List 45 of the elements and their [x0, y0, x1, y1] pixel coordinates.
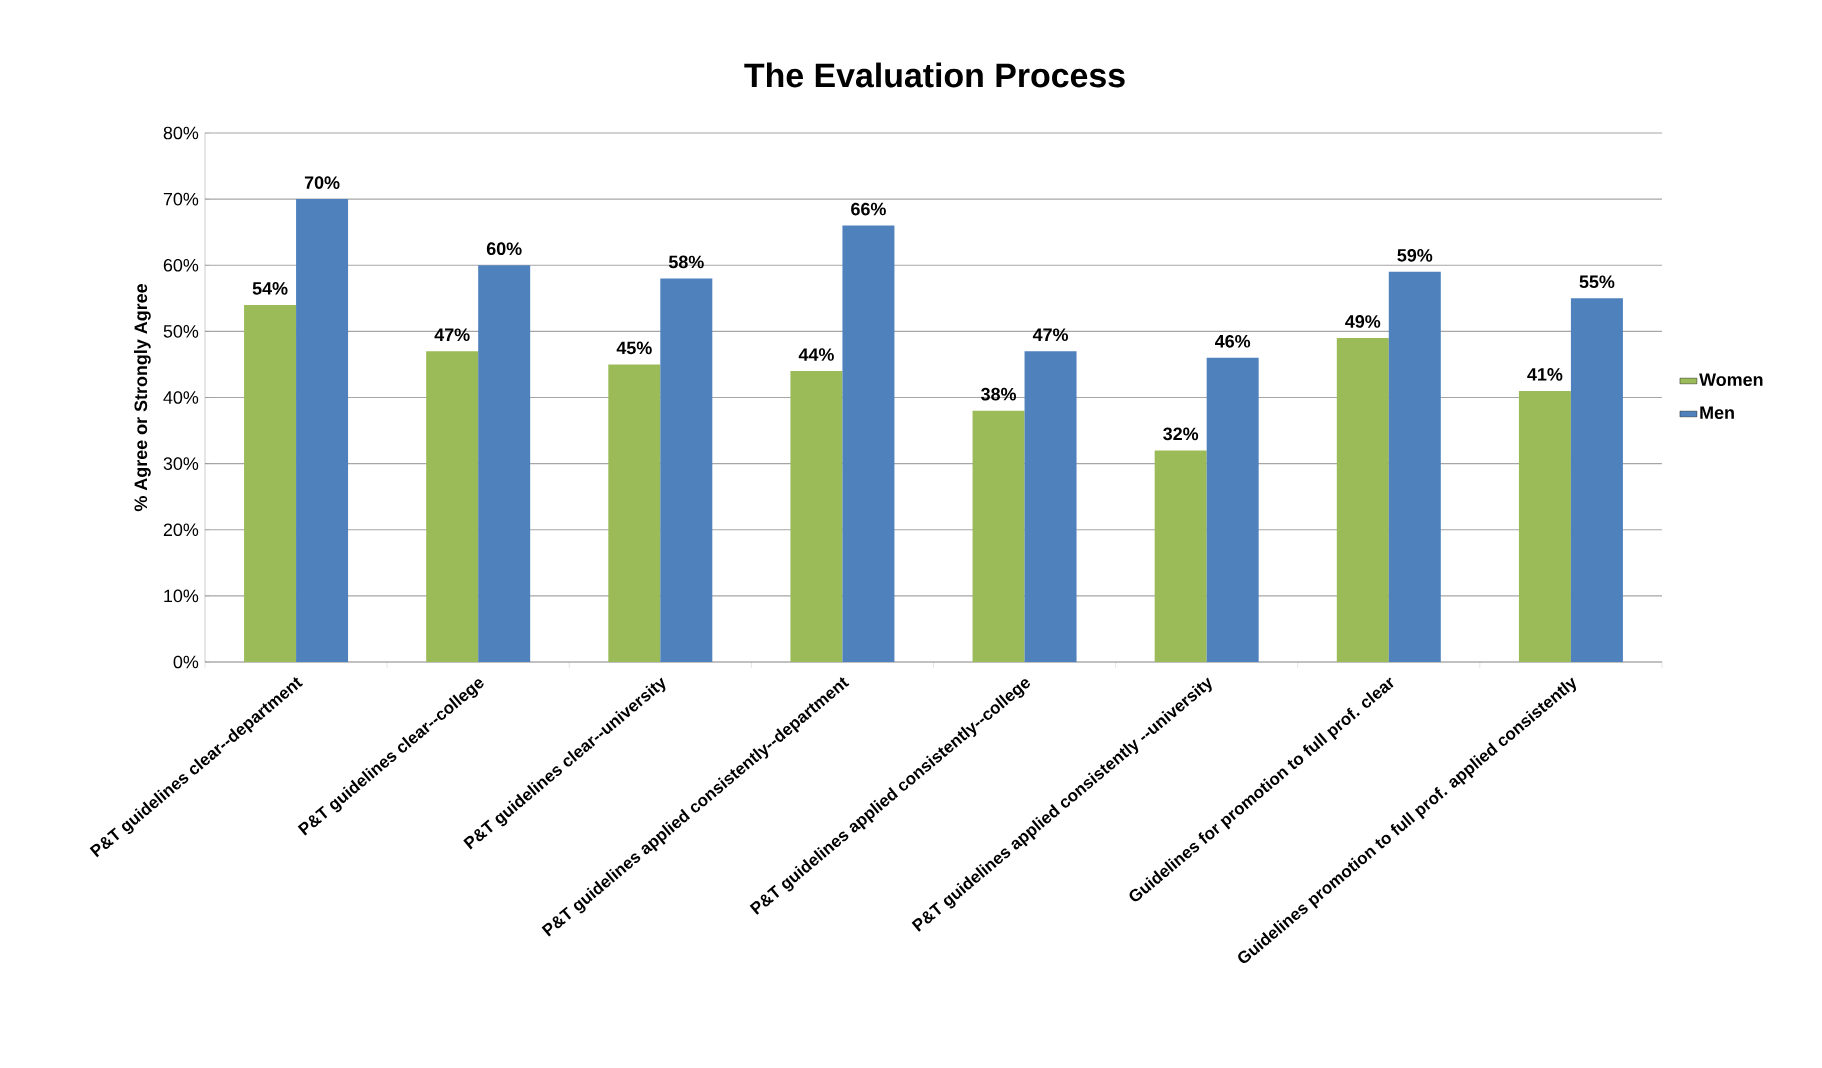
bar [1518, 390, 1571, 662]
legend-label: Women [1699, 373, 1763, 386]
data-label: 54% [252, 282, 288, 295]
y-tick-label: 10% [164, 589, 199, 603]
data-label: 66% [851, 202, 886, 216]
y-axis-title: % Agree or Strongly Agree [133, 284, 151, 512]
y-tick-label: 70% [163, 192, 199, 206]
data-label: 44% [798, 348, 834, 361]
bar [790, 371, 843, 662]
y-tick-label: 80% [163, 126, 199, 140]
bar [426, 351, 479, 662]
bar [660, 278, 713, 662]
bar [842, 225, 895, 662]
bar [608, 364, 661, 662]
y-tick-label: 0% [173, 655, 199, 669]
chart-title: The Evaluation Process [744, 62, 1125, 88]
bar [972, 410, 1025, 662]
data-label: 58% [668, 255, 704, 269]
bar [1024, 351, 1077, 662]
data-label: 47% [1032, 328, 1069, 342]
data-label: 59% [1397, 248, 1433, 262]
data-label: 45% [616, 341, 652, 355]
y-tick-label: 50% [163, 325, 199, 338]
y-tick-label: 40% [163, 391, 199, 404]
y-tick-label: 20% [163, 523, 199, 537]
bar [1336, 337, 1389, 662]
data-label: 41% [1527, 368, 1563, 381]
bar [1154, 450, 1207, 662]
data-label: 55% [1579, 275, 1615, 289]
bar [1206, 357, 1259, 662]
bar [244, 304, 297, 662]
data-label: 60% [486, 242, 522, 256]
y-tick-label: 60% [163, 258, 199, 272]
bar [296, 199, 349, 662]
data-label: 47% [434, 328, 470, 342]
bar [1570, 298, 1623, 662]
bar [478, 265, 531, 662]
data-label: 38% [981, 387, 1017, 401]
y-tick-label: 30% [163, 457, 199, 470]
data-label: 49% [1345, 315, 1381, 328]
data-label: 32% [1163, 427, 1199, 441]
data-label: 46% [1214, 334, 1251, 348]
bar [1388, 271, 1441, 662]
legend-label: Men [1700, 406, 1734, 419]
data-label: 70% [304, 176, 340, 189]
